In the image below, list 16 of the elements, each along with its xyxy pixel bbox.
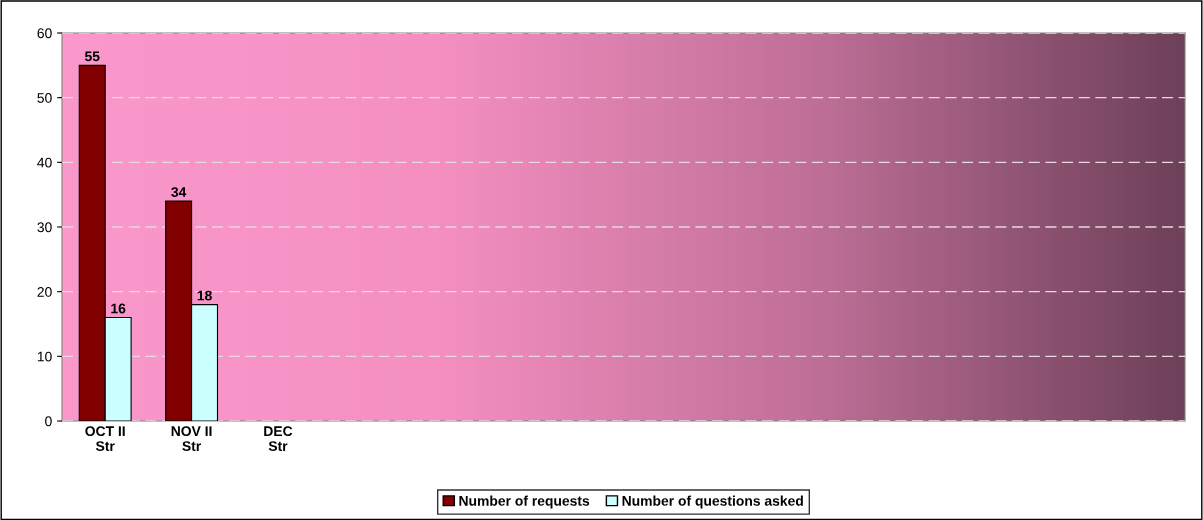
x-tick-label: NOV II Str <box>171 426 212 452</box>
y-tick-label: 20 <box>37 287 52 297</box>
data-label: 16 <box>111 303 126 314</box>
y-tick-label: 0 <box>45 416 52 427</box>
data-label: 55 <box>84 51 100 62</box>
y-tick-label: 10 <box>37 351 52 362</box>
y-tick-label: 40 <box>37 157 52 168</box>
y-tick-label: 30 <box>37 222 52 233</box>
legend-label: Number of questions asked <box>622 495 803 509</box>
data-label: 34 <box>171 187 187 198</box>
x-tick-label: OCT II Str <box>85 426 125 452</box>
data-label: 18 <box>197 290 212 301</box>
y-tick-label: 60 <box>37 28 52 39</box>
x-tick-label: DEC Str <box>264 426 293 452</box>
legend-label: Number of requests <box>459 495 590 509</box>
y-tick-label: 50 <box>37 93 52 103</box>
